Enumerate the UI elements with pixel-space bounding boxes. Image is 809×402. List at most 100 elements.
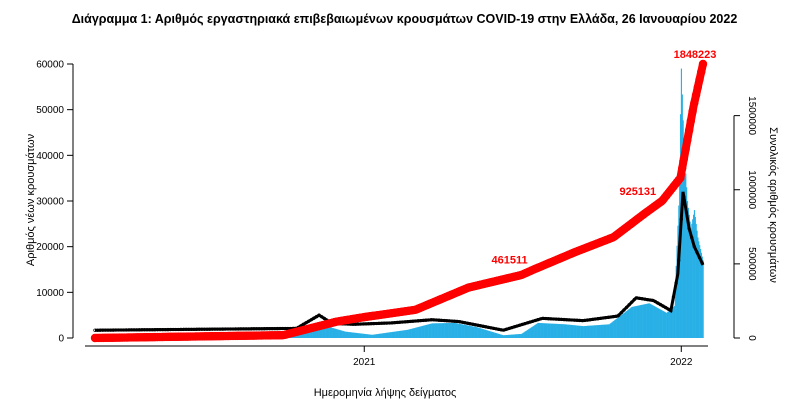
daily-bar [541,323,544,338]
daily-bar [474,326,476,338]
daily-bar [666,312,669,338]
daily-bar [506,334,508,338]
daily-bar [591,325,593,338]
y-tick-label-left: 20000 [36,242,64,253]
daily-bar [694,216,696,338]
daily-bar [623,312,625,338]
daily-bar [462,324,465,338]
cumulative-series [90,59,708,343]
daily-bar [514,334,516,338]
daily-bar [604,324,606,338]
daily-bar [699,248,702,338]
daily-bar [373,334,375,338]
daily-bar [358,333,360,338]
daily-bar [477,327,479,338]
daily-bar [345,331,347,338]
daily-bar [511,334,513,338]
cumulative-annotation: 461511 [492,255,528,267]
daily-bar [404,330,406,338]
daily-bar [383,333,385,338]
daily-bar [555,323,557,338]
daily-bar [356,333,359,338]
daily-bar [638,305,640,338]
daily-bar [701,256,703,338]
daily-bar [410,328,412,338]
daily-bar [378,333,380,338]
daily-bar [675,265,677,338]
daily-bar [464,324,466,338]
daily-bar [595,325,597,338]
daily-bar [372,334,374,338]
daily-bar [374,334,376,338]
daily-bar [682,120,684,338]
daily-bar [673,306,675,338]
daily-bar [439,323,441,338]
x-axis-title: Ημερομηνία λήψης δείγματος [314,387,457,399]
moving-average-point [630,300,634,304]
daily-bar [445,323,447,338]
daily-bar [607,324,609,338]
daily-bar [418,326,420,338]
daily-bar [617,317,619,338]
daily-bar [652,305,654,338]
daily-bar [497,333,499,338]
daily-bar [389,332,391,338]
daily-bar [384,332,386,338]
daily-bar [459,323,461,338]
daily-bar [348,332,350,338]
daily-bar [599,324,601,338]
daily-bar [503,335,505,338]
daily-bar [612,321,614,338]
daily-bar [692,219,694,338]
daily-bar [579,325,581,338]
daily-bar [611,322,613,338]
daily-bar [354,332,356,338]
cumulative-point [676,173,685,183]
daily-bar [533,325,535,338]
daily-bar [370,334,372,338]
daily-bar [685,173,687,338]
daily-bar [691,223,693,338]
daily-bar [443,323,445,338]
daily-bar [524,331,526,338]
daily-bar [608,324,610,338]
daily-bar [667,311,669,338]
moving-average-point [679,217,683,221]
daily-bar [628,308,630,338]
daily-bar [446,323,448,338]
daily-bar [480,328,482,338]
daily-bar [479,328,481,338]
daily-bar [539,323,541,338]
daily-bar [551,323,553,338]
daily-bar [449,323,451,338]
daily-bar [319,322,321,338]
moving-average-point [658,302,663,307]
daily-bar [586,325,588,338]
daily-bar [436,323,438,338]
daily-bar [671,308,673,338]
daily-bar [444,323,446,338]
daily-bar [322,323,324,338]
cumulative-point [697,67,706,76]
daily-bar [528,328,531,338]
daily-bar [393,331,395,338]
daily-bar [455,323,457,338]
daily-bar [327,326,329,338]
daily-bar [504,335,506,338]
daily-bar [415,327,417,338]
moving-average-point [700,261,704,265]
daily-bar [627,309,630,338]
daily-bar [502,335,504,338]
daily-bar [381,333,383,338]
daily-bar [371,334,373,338]
daily-bar [657,308,659,338]
daily-bar [558,323,560,338]
daily-bar [534,324,537,338]
daily-bar [408,329,410,338]
daily-bar [481,328,483,338]
daily-bar [546,323,548,338]
daily-bar [582,326,584,338]
y-tick-label-right: 1000000 [746,170,757,209]
moving-average-point [614,314,618,318]
daily-bar [625,311,627,338]
